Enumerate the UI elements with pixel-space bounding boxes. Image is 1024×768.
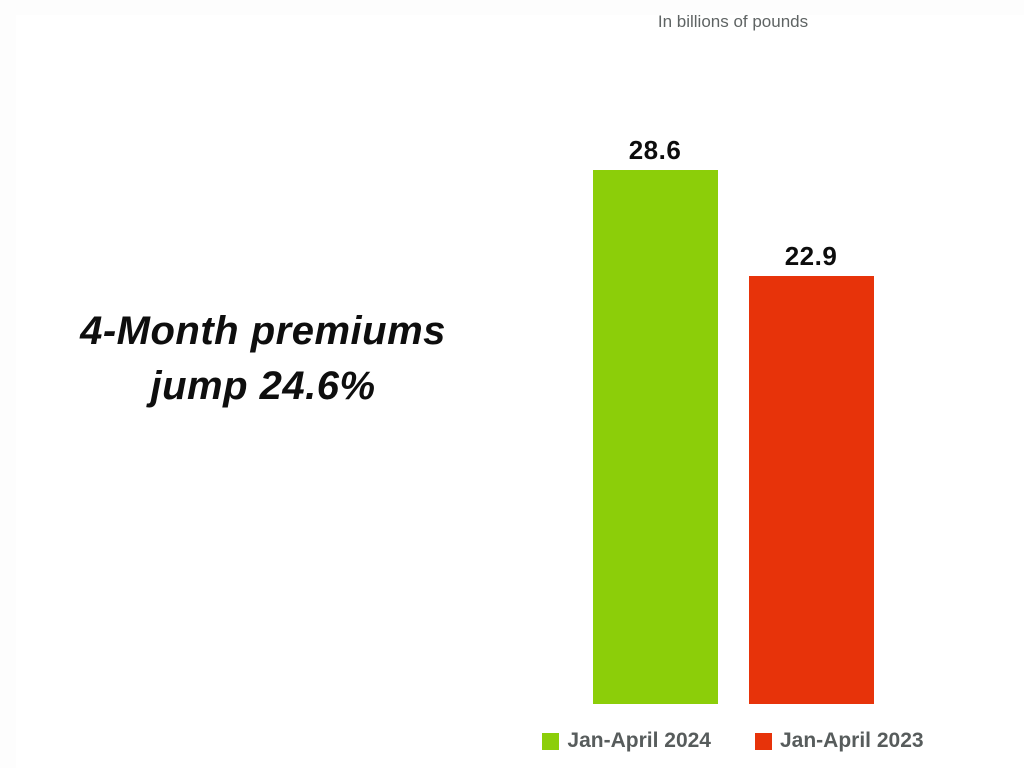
legend-label-2024: Jan-April 2024 (567, 729, 711, 752)
headline-line-1: 4-Month premiums (80, 309, 446, 353)
legend-label-2023: Jan-April 2023 (780, 729, 924, 752)
bar-2023 (748, 276, 874, 704)
bar-column-jan-april-2024: 28.6 (592, 135, 718, 704)
headline: 4-Month premiums jump 24.6% (28, 304, 498, 414)
bar-chart: 28.6 22.9 (553, 120, 913, 704)
slide-left-edge (0, 15, 16, 768)
headline-line-2: jump 24.6% (150, 364, 376, 409)
legend-item-2024: Jan-April 2024 (542, 729, 711, 753)
bar-2024 (592, 170, 718, 704)
legend-swatch-2023-icon (755, 732, 772, 750)
chart-legend: Jan-April 2024 Jan-April 2023 (493, 729, 973, 753)
legend-item-2023: Jan-April 2023 (755, 729, 924, 753)
bar-value-label-2024: 28.6 (628, 135, 682, 165)
chart-units-note: In billions of pounds (657, 12, 809, 31)
bar-column-jan-april-2023: 22.9 (748, 241, 874, 704)
legend-swatch-2024-icon (542, 732, 560, 750)
slide-top-edge (0, 0, 1024, 15)
bar-value-label-2023: 22.9 (784, 241, 838, 271)
